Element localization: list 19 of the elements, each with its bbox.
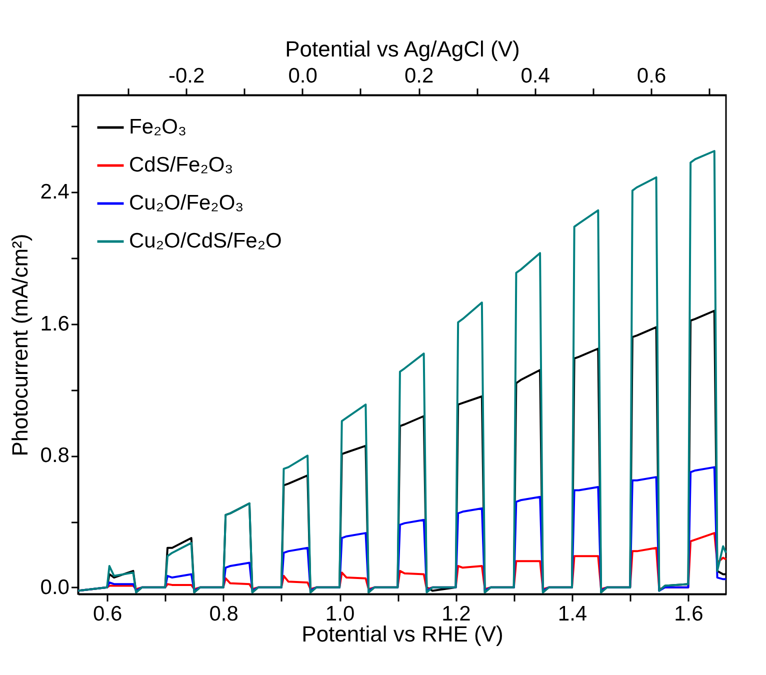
x-tick-label: 0.8 (209, 602, 238, 626)
y-tick-label: 0.0 (40, 576, 70, 599)
y-tick-label: 2.4 (40, 180, 70, 204)
legend-label: Fe₂O₃ (129, 116, 187, 138)
y-tick-label: 0.8 (40, 444, 70, 468)
x-tick-label: 0.6 (92, 602, 122, 626)
legend-label: Cu₂O/Fe₂O₃ (129, 192, 244, 214)
x2-tick-label: 0.6 (636, 64, 666, 88)
x2-tick-label: 0.0 (288, 64, 318, 88)
y-axis-title: Photocurrent (mA/cm²) (7, 234, 32, 456)
x-tick-label: 1.4 (558, 602, 588, 626)
legend-label: Cu₂O/CdS/Fe₂O (129, 230, 282, 252)
x-tick-label: 1.6 (674, 602, 704, 626)
legend-label: CdS/Fe₂O₃ (129, 154, 234, 176)
x2-tick-label: 0.4 (520, 64, 550, 88)
x2-tick-label: 0.2 (404, 64, 434, 88)
y-tick-label: 1.6 (40, 312, 70, 336)
x2-tick-label: -0.2 (168, 64, 205, 88)
x2-axis-title: Potential vs Ag/AgCl (V) (285, 36, 520, 62)
